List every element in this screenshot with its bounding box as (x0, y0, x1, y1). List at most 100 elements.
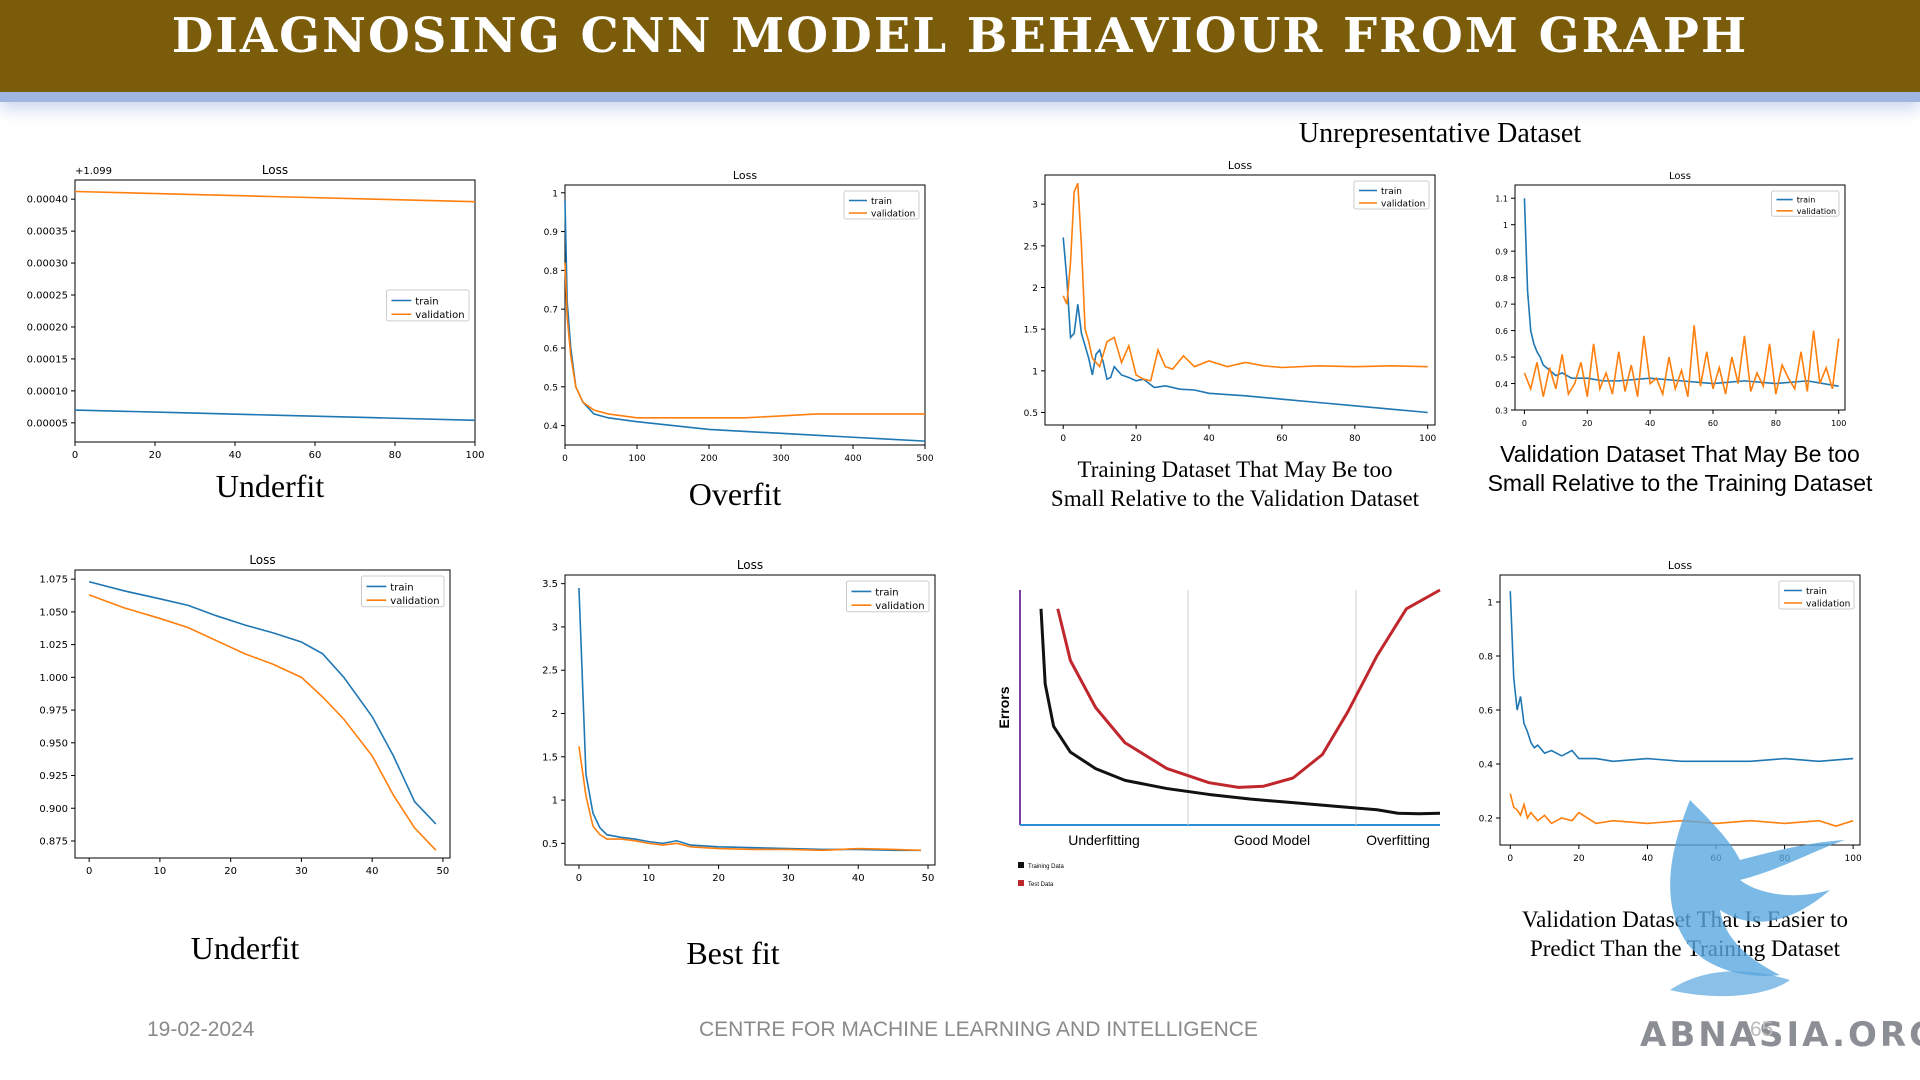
y-tick-label: 0.00025 (27, 291, 68, 302)
x-tick-label: 100 (1419, 434, 1436, 444)
series-validation-line (88, 594, 437, 851)
x-tick-label: 10 (154, 866, 167, 877)
legend-label: train (1797, 196, 1816, 205)
x-tick-label: 400 (844, 454, 861, 464)
x-tick-label: 40 (852, 873, 865, 884)
y-tick-label: 1.5 (1024, 326, 1038, 336)
legend-label: train (1806, 587, 1827, 597)
x-tick-label: 0 (1507, 854, 1513, 864)
y-tick-label: 0.4 (1495, 380, 1508, 389)
caption-underfit-top: Underfit (215, 468, 325, 504)
footer-page-number: 65 (1750, 1018, 1774, 1041)
x-tick-label: 60 (1708, 419, 1718, 428)
x-tick-label: 40 (1203, 434, 1215, 444)
x-tick-label: 100 (1845, 854, 1862, 864)
chart-title: Loss (1669, 171, 1691, 182)
chart-title: Loss (1668, 559, 1692, 572)
y-tick-label: 0.00035 (27, 227, 68, 238)
x-tick-label: 20 (1582, 419, 1592, 428)
x-tick-label: 40 (1642, 854, 1654, 864)
y-tick-label: 0.00010 (27, 386, 68, 397)
y-tick-label: 0.5 (544, 383, 558, 393)
y-tick-label: 1.000 (39, 673, 68, 684)
y-tick-label: 0.975 (39, 706, 68, 717)
legend-label: train (415, 296, 438, 307)
x-tick-label: 50 (437, 866, 450, 877)
x-tick-label: 0 (576, 873, 582, 884)
y-tick-label: 0.5 (1024, 409, 1038, 419)
legend-label: Training Data (1028, 864, 1064, 870)
logo-text: ABNASIA.ORG (1640, 1015, 1920, 1055)
plot-frame (74, 569, 451, 859)
chart-title: Loss (733, 169, 757, 182)
x-tick-label: 80 (1349, 434, 1361, 444)
y-tick-label: 2.5 (1024, 242, 1038, 252)
y-tick-label: 1.1 (1495, 195, 1508, 204)
chart-svg: Loss0204060801000.20.40.60.81trainvalida… (1479, 559, 1862, 864)
legend-label: validation (1381, 200, 1425, 210)
y-tick-label: 0.5 (542, 839, 558, 850)
caption-small-training: Training Dataset That May Be too Small R… (1050, 457, 1420, 511)
x-tick-label: 20 (712, 873, 725, 884)
x-tick-label: 0 (562, 454, 568, 464)
chart-svg: Loss 0 20 40 60 80 100 0.5 1 1.5 2 2.5 3 train validat… (1024, 159, 1437, 444)
x-tick-label: 0 (86, 866, 92, 877)
chart-title: Loss (1228, 159, 1252, 172)
series-validation-line (74, 190, 476, 203)
series-train-line (1062, 237, 1428, 414)
x-tick-label: 20 (149, 450, 162, 461)
region-label: Good Model (1234, 832, 1310, 848)
x-tick-label: 0 (1522, 419, 1527, 428)
series-train-line (1523, 198, 1839, 387)
y-tick-label: 0.4 (1479, 761, 1494, 771)
legend-label: validation (875, 601, 924, 612)
x-tick-label: 100 (628, 454, 645, 464)
x-tick-label: 100 (1831, 419, 1846, 428)
x-tick-label: 100 (465, 450, 484, 461)
y-tick-label: 0.9 (1495, 248, 1508, 257)
offset-label: +1.099 (75, 166, 112, 177)
x-tick-label: 30 (782, 873, 795, 884)
legend-label: validation (871, 210, 915, 220)
legend-label: validation (1797, 207, 1836, 216)
series-validation-line (1523, 325, 1840, 398)
y-tick-label: 0.7 (544, 306, 558, 316)
y-tick-label: 0.8 (544, 267, 559, 277)
chart-small-training-dataset: Loss 0 20 40 60 80 100 0.5 1 1.5 2 2.5 3 train validat… (1010, 155, 1437, 475)
y-tick-label: 0.8 (1495, 274, 1508, 283)
y-tick-label: 0.875 (39, 836, 68, 847)
y-tick-label: 1.025 (39, 640, 68, 651)
chart-title: Loss (249, 553, 275, 567)
chart-svg: Loss 0 10 20 30 40 50 0.875 0.900 0.925 0.950 0.975… (39, 553, 451, 877)
legend-box (843, 190, 920, 220)
legend-label: train (390, 582, 413, 593)
legend-label: validation (390, 596, 439, 607)
x-tick-label: 80 (389, 450, 402, 461)
legend-label: train (875, 587, 898, 598)
chart-title: Loss (262, 163, 288, 177)
y-tick-label: 0.950 (39, 738, 68, 749)
chart-underfit-bottom: Loss 0 10 20 30 40 50 0.875 0.900 0.925 0.950 0.975… (15, 553, 455, 915)
y-tick-label: 1.050 (39, 607, 68, 618)
series-validation-line (564, 262, 925, 419)
diagram-svg: Errors Underfitting Good Model Overfitting T… (996, 588, 1441, 888)
legend-box (1771, 190, 1840, 217)
region-label: Underfitting (1068, 832, 1140, 848)
plot-frame (1044, 174, 1436, 426)
x-tick-label: 20 (224, 866, 237, 877)
chart-title: Loss (737, 558, 763, 572)
x-tick-label: 30 (295, 866, 308, 877)
x-tick-label: 500 (916, 454, 933, 464)
x-tick-label: 40 (366, 866, 379, 877)
legend-label: Test Data (1028, 882, 1054, 888)
legend-box (386, 289, 470, 322)
series-validation-line (578, 746, 922, 852)
region-label: Overfitting (1366, 832, 1430, 848)
y-tick-label: 0.6 (544, 344, 559, 354)
x-tick-label: 50 (922, 873, 935, 884)
series-validation-line (1062, 183, 1428, 382)
legend-box (846, 580, 930, 613)
x-tick-label: 60 (309, 450, 322, 461)
y-tick-label: 2.5 (542, 666, 558, 677)
y-tick-label: 0.925 (39, 771, 68, 782)
